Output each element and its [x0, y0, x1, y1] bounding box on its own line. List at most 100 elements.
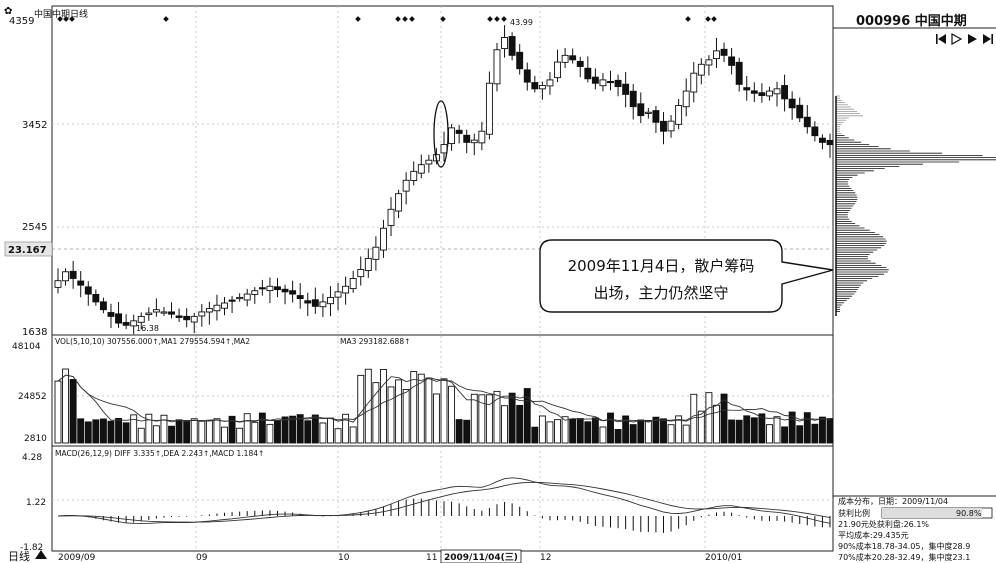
candle-up [713, 50, 720, 60]
date-label-6: 2010/01 [705, 553, 742, 563]
volume-bar-up [221, 426, 228, 444]
volume-bar-down [523, 388, 531, 444]
event-marker-icon [685, 16, 691, 22]
event-marker-icon [69, 16, 75, 22]
volume-bar-up [145, 413, 153, 444]
candle-up [357, 269, 365, 278]
candle-down [735, 61, 743, 85]
volume-bar-up [251, 421, 259, 444]
candle-down [228, 299, 236, 302]
volume-bar-up [432, 393, 440, 444]
volume-bar-down [274, 420, 281, 444]
play-left-icon[interactable] [951, 32, 963, 46]
candle-up [682, 90, 690, 108]
volume-bar-down [463, 419, 471, 444]
volume-bar-up [402, 389, 410, 444]
volume-bar-up [554, 419, 561, 444]
candle-up [644, 111, 652, 114]
candle-up [137, 315, 145, 323]
candle-down [508, 36, 516, 56]
volume-bar-down [569, 418, 577, 444]
volume-bar-up [319, 422, 327, 444]
event-marker-icon [487, 16, 493, 22]
candle-up [221, 302, 228, 309]
candle-up [364, 257, 372, 271]
avg-cost-line: 平均成本:29.435元 [838, 530, 909, 540]
volume-bar-down [781, 426, 789, 444]
candle-down [811, 126, 819, 137]
candle-down [576, 60, 584, 67]
volume-bar-up [342, 413, 350, 444]
date-label-1: 09 [196, 553, 208, 563]
play-right-icon[interactable] [968, 34, 977, 44]
candle-up [327, 296, 334, 305]
step-forward-icon[interactable] [983, 34, 993, 44]
candle-up [319, 301, 327, 308]
event-markers [57, 16, 717, 22]
candle-up [440, 144, 448, 154]
candle-up [766, 90, 773, 97]
volume-bar-up [380, 369, 387, 444]
volume-bar-up [773, 416, 781, 444]
volume-legend: VOL(5,10,10) 307556.000↑,MA1 279554.594↑… [55, 337, 250, 346]
volume-bar-up [213, 418, 221, 444]
volume-bar-up [410, 371, 418, 444]
candle-down [455, 129, 463, 134]
candle-up [561, 54, 569, 63]
volume-bar-up [766, 424, 773, 444]
candle-up [402, 179, 410, 192]
candle-up [546, 79, 554, 87]
candle-down [607, 80, 614, 84]
volume-bar-down [622, 415, 630, 444]
candle-up [152, 309, 160, 313]
volume-bar-down [258, 412, 266, 444]
volume-bar-up [667, 424, 675, 444]
candle-down [289, 290, 297, 295]
candle-up [554, 61, 561, 79]
volume-bar-down [92, 419, 100, 444]
profit-label: 获利比例 [838, 508, 870, 518]
volume-bar-down [607, 412, 614, 444]
candle-up [395, 193, 403, 212]
candle-down [803, 116, 811, 128]
volume-bar-up [501, 405, 508, 444]
profit-bar-fill [882, 508, 982, 518]
period-label[interactable]: 日线 [8, 549, 30, 563]
volume-bars [54, 368, 834, 444]
candle-down [523, 69, 531, 83]
step-back-icon[interactable] [936, 34, 946, 44]
volume-bar-down [304, 420, 312, 444]
candle-up [130, 320, 138, 327]
volume-bar-up [152, 425, 160, 444]
stock-title: 000996 中国中期 [856, 13, 967, 29]
volume-axis-label-0: 48104 [12, 342, 41, 352]
candle-up [705, 59, 713, 66]
candle-down [122, 322, 130, 326]
candle-up [251, 290, 259, 295]
volume-bar-down [826, 418, 834, 444]
current-price-label: 23.167 [8, 245, 47, 256]
event-marker-icon [355, 16, 361, 22]
high-marker: 43.99 [510, 18, 533, 27]
date-cursor-box [440, 549, 522, 563]
volume-bar-up [485, 394, 493, 444]
date-label-0: 2009/09 [58, 553, 96, 563]
volume-bar-down [629, 424, 637, 444]
event-marker-icon [395, 16, 401, 22]
volume-bar-down [818, 416, 826, 444]
volume-axis-label-1: 24852 [18, 392, 47, 402]
event-marker-icon [711, 16, 717, 22]
volume-bar-down [311, 414, 319, 444]
volume-ma-line [57, 374, 831, 423]
macd-chart [57, 477, 831, 533]
candle-up [342, 285, 350, 294]
candle-down [720, 48, 728, 56]
volume-bar-down [84, 421, 92, 444]
period-toggle-icon[interactable] [35, 550, 47, 559]
candle-down [637, 103, 645, 117]
annotation-callout: 2009年11月4日，散户筹码 出场，主力仍然坚守 [539, 239, 834, 313]
volume-bar-down [758, 413, 766, 444]
candle-up [501, 37, 508, 50]
volume-bar-down [508, 392, 516, 444]
